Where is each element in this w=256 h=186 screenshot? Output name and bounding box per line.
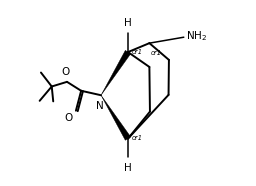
Polygon shape <box>101 95 131 140</box>
Text: H: H <box>124 163 132 173</box>
Text: N: N <box>96 101 104 111</box>
Polygon shape <box>101 50 131 95</box>
Text: NH$_2$: NH$_2$ <box>186 29 207 43</box>
Text: O: O <box>61 67 70 77</box>
Text: or1: or1 <box>132 135 143 141</box>
Text: O: O <box>64 113 72 123</box>
Text: or1: or1 <box>132 49 143 55</box>
Text: or1: or1 <box>150 50 161 56</box>
Text: H: H <box>124 17 132 28</box>
